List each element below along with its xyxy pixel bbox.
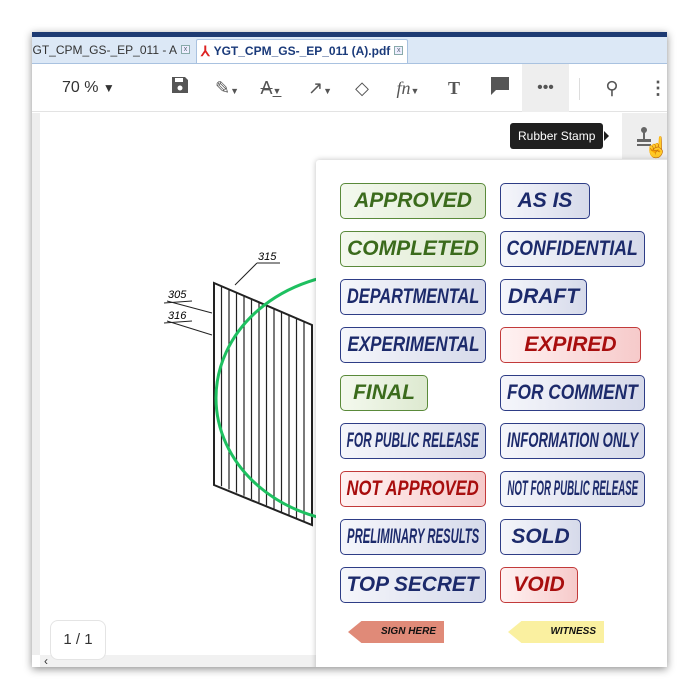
stamp-approved[interactable]: APPROVED [340,183,486,219]
stamp-label: DEPARTMENTAL [346,285,480,308]
stamp-void[interactable]: VOID [500,567,578,603]
tooltip: Rubber Stamp [510,123,610,149]
stamp-label: PRELIMINARY RESULTS [346,525,480,548]
stamp-label: TOP SECRET [346,573,480,596]
stamp-as-is[interactable]: AS IS [500,183,590,219]
text-icon[interactable]: T [447,78,460,98]
stamp-label: VOID [513,573,565,596]
search-icon[interactable]: ⚲ [605,78,619,98]
stamp-draft[interactable]: DRAFT [500,279,587,315]
stamp-not-approved[interactable]: NOT APPROVED [340,471,486,507]
text-strikeout-icon[interactable]: A▼ [260,78,282,98]
stamp-label: AS IS [517,189,573,212]
scroll-left-icon[interactable]: ‹ [44,654,48,667]
toolbar-divider [579,78,580,100]
stamp-not-for-public-release[interactable]: NOT FOR PUBLIC RELEASE [500,471,645,507]
stamp-for-public-release[interactable]: FOR PUBLIC RELEASE [340,423,486,459]
stamp-confidential[interactable]: CONFIDENTIAL [500,231,645,267]
left-gutter [32,113,40,655]
title-bar [32,32,667,37]
stamp-preliminary-results[interactable]: PRELIMINARY RESULTS [340,519,486,555]
tab-strip: t - YGT_CPM_GS-_EP_011 - A x ⅄YGT_CPM_GS-… [32,37,667,64]
page-indicator: 1 / 1 [50,620,106,660]
zoom-value: 70 % [62,79,99,96]
hand-cursor-icon: ☝ [644,137,667,159]
kebab-menu-icon[interactable]: ⋮ [649,78,667,98]
stamp-label: DRAFT [507,285,580,308]
callout-label: 305 [168,289,187,301]
toolbar: 70 % ▼ ✎▼ A▼ ↗▼ ◇ fn▼ T ••• ⚲ ⋮ [32,64,667,112]
callout-label: 315 [258,251,277,263]
stamp-information-only[interactable]: INFORMATION ONLY [500,423,645,459]
stamp-label: NOT APPROVED [346,477,480,500]
rubber-stamp-icon [637,127,651,146]
rubber-stamp-button[interactable]: ☝ [622,113,667,159]
close-tab-icon[interactable]: x [181,45,190,54]
stamp-picker-panel: APPROVED AS IS COMPLETED CONFIDENTIAL DEPART… [316,160,667,667]
signature-icon[interactable]: fn▼ [396,78,420,98]
zoom-dropdown[interactable]: 70 % ▼ [62,76,115,100]
pdf-viewer-window: t - YGT_CPM_GS-_EP_011 - A x ⅄YGT_CPM_GS-… [32,32,667,667]
stamp-label: APPROVED [354,189,472,212]
tab-previous-document[interactable]: t - YGT_CPM_GS-_EP_011 - A x [32,39,194,63]
stamp-label: EXPIRED [524,333,617,356]
stamp-label: INFORMATION ONLY [506,429,639,452]
stamp-sold[interactable]: SOLD [500,519,581,555]
stamp-sign-here[interactable]: SIGN HERE [348,621,444,643]
stamp-label: FOR COMMENT [507,381,638,404]
pdf-icon: ⅄ [201,43,210,59]
stamp-departmental[interactable]: DEPARTMENTAL [340,279,486,315]
close-tab-icon[interactable]: x [394,46,404,55]
tab-active-document[interactable]: ⅄ YGT_CPM_GS-_EP_011 (A).pdf x [196,39,409,63]
save-icon[interactable] [168,76,192,100]
stamp-label: CONFIDENTIAL [506,237,639,260]
stamp-witness[interactable]: WITNESS [508,621,604,643]
highlighter-icon[interactable]: ✎▼ [214,78,239,98]
arrow-icon[interactable]: ↗▼ [307,78,332,98]
stamp-for-comment[interactable]: FOR COMMENT [500,375,645,411]
stamp-completed[interactable]: COMPLETED [340,231,486,267]
comment-icon[interactable] [488,76,512,100]
stamp-label: EXPERIMENTAL [347,333,479,356]
stamp-label: FOR PUBLIC RELEASE [346,429,480,452]
stamp-top-secret[interactable]: TOP SECRET [340,567,486,603]
eraser-icon[interactable]: ◇ [355,78,369,98]
stamp-label: COMPLETED [347,237,479,260]
tab-label: t - YGT_CPM_GS-_EP_011 - A [32,43,177,57]
callout-label: 316 [168,310,187,322]
more-icon[interactable]: ••• [522,64,569,112]
stamp-label: SOLD [511,525,570,548]
stamp-expired[interactable]: EXPIRED [500,327,641,363]
stamp-label: NOT FOR PUBLIC RELEASE [507,477,638,500]
stamp-experimental[interactable]: EXPERIMENTAL [340,327,486,363]
caret-down-icon: ▼ [102,81,115,95]
tab-label: YGT_CPM_GS-_EP_011 (A).pdf [213,44,391,58]
stamp-label: FINAL [353,381,415,404]
stamp-final[interactable]: FINAL [340,375,428,411]
